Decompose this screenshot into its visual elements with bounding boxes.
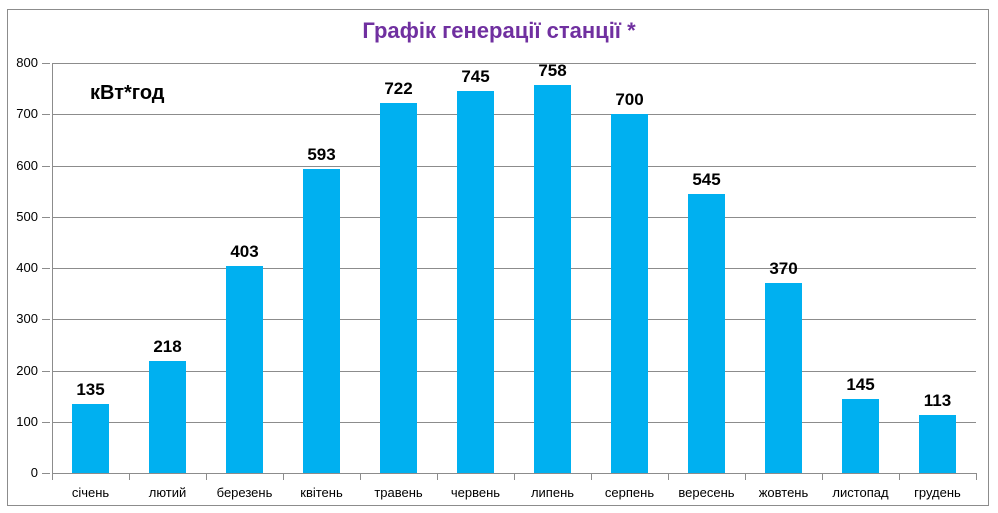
x-tick-label: червень bbox=[450, 485, 501, 500]
y-tick-label: 600 bbox=[16, 157, 38, 173]
data-label: 370 bbox=[769, 259, 798, 279]
x-tick-label: лютий bbox=[148, 485, 187, 500]
y-tick bbox=[42, 370, 50, 372]
y-tick bbox=[42, 319, 50, 321]
data-label: 403 bbox=[230, 242, 259, 262]
y-tick-label: 100 bbox=[16, 413, 38, 429]
data-label: 745 bbox=[461, 67, 490, 87]
x-tick bbox=[899, 473, 900, 480]
y-tick-label: 0 bbox=[30, 465, 38, 480]
y-tick-label: 400 bbox=[16, 260, 38, 275]
bar-грудень bbox=[919, 415, 956, 473]
x-tick bbox=[283, 473, 284, 480]
x-tick-label: серпень bbox=[604, 485, 655, 500]
x-tick-label: травень bbox=[374, 485, 423, 500]
data-label: 722 bbox=[384, 78, 413, 98]
y-tick bbox=[42, 473, 50, 474]
x-tick bbox=[514, 473, 515, 480]
data-label: 593 bbox=[307, 145, 336, 165]
y-tick bbox=[42, 216, 50, 218]
bar-жовтень bbox=[765, 283, 802, 473]
x-tick bbox=[745, 473, 746, 480]
plot-area: 0 100 200 300 400 500 600 700 800 135 січень 218 лют… bbox=[16, 55, 977, 500]
x-tick-label: липень bbox=[530, 485, 575, 500]
gridline bbox=[52, 268, 976, 269]
gridline bbox=[52, 421, 976, 423]
bar-серпень bbox=[611, 114, 648, 473]
y-tick bbox=[42, 63, 50, 64]
x-tick bbox=[52, 473, 53, 480]
x-tick-label: вересень bbox=[678, 485, 735, 500]
y-tick bbox=[42, 421, 50, 423]
y-tick-label: 200 bbox=[16, 362, 38, 378]
y-tick-label: 700 bbox=[16, 106, 38, 122]
y-tick-label: 800 bbox=[16, 55, 38, 70]
gridline bbox=[52, 319, 976, 321]
bar-вересень bbox=[688, 193, 725, 473]
data-label: 135 bbox=[76, 379, 105, 399]
gridline bbox=[52, 165, 976, 167]
x-tick bbox=[822, 473, 823, 480]
bar-березень bbox=[226, 266, 263, 473]
y-tick bbox=[42, 165, 50, 167]
data-label: 545 bbox=[692, 169, 721, 189]
bar-листопад bbox=[842, 398, 879, 473]
y-tick-label: 500 bbox=[16, 208, 38, 224]
y-tick bbox=[42, 114, 50, 116]
bar-квітень bbox=[303, 169, 340, 473]
x-tick bbox=[360, 473, 361, 480]
y-tick bbox=[42, 268, 50, 269]
x-tick-label: квітень bbox=[300, 485, 343, 500]
x-tick bbox=[206, 473, 207, 480]
data-label: 218 bbox=[153, 337, 182, 357]
unit-label: кВт*год bbox=[90, 82, 165, 104]
bar-січень bbox=[72, 403, 109, 473]
bar-лютий bbox=[149, 361, 186, 473]
gridline bbox=[52, 63, 976, 64]
x-tick bbox=[437, 473, 438, 480]
x-tick-label: жовтень bbox=[758, 485, 809, 500]
data-label: 145 bbox=[846, 374, 875, 394]
x-tick-label: січень bbox=[71, 485, 110, 500]
data-label: 758 bbox=[538, 60, 567, 80]
x-tick bbox=[976, 473, 977, 480]
x-tick bbox=[129, 473, 130, 480]
bar-червень bbox=[457, 91, 494, 473]
gridline bbox=[52, 370, 976, 372]
x-tick bbox=[668, 473, 669, 480]
gridline bbox=[52, 114, 976, 116]
data-label: 113 bbox=[923, 391, 952, 411]
chart-title: Графік генерації станції * bbox=[362, 18, 636, 43]
gridline bbox=[52, 216, 976, 218]
x-tick-label: грудень bbox=[914, 485, 961, 500]
bar-травень bbox=[380, 102, 417, 473]
x-tick bbox=[591, 473, 592, 480]
data-label: 700 bbox=[615, 90, 644, 110]
bar-липень bbox=[534, 84, 571, 473]
y-tick-label: 300 bbox=[16, 311, 38, 327]
x-tick-label: листопад bbox=[832, 485, 889, 500]
x-tick-label: березень bbox=[216, 485, 273, 500]
